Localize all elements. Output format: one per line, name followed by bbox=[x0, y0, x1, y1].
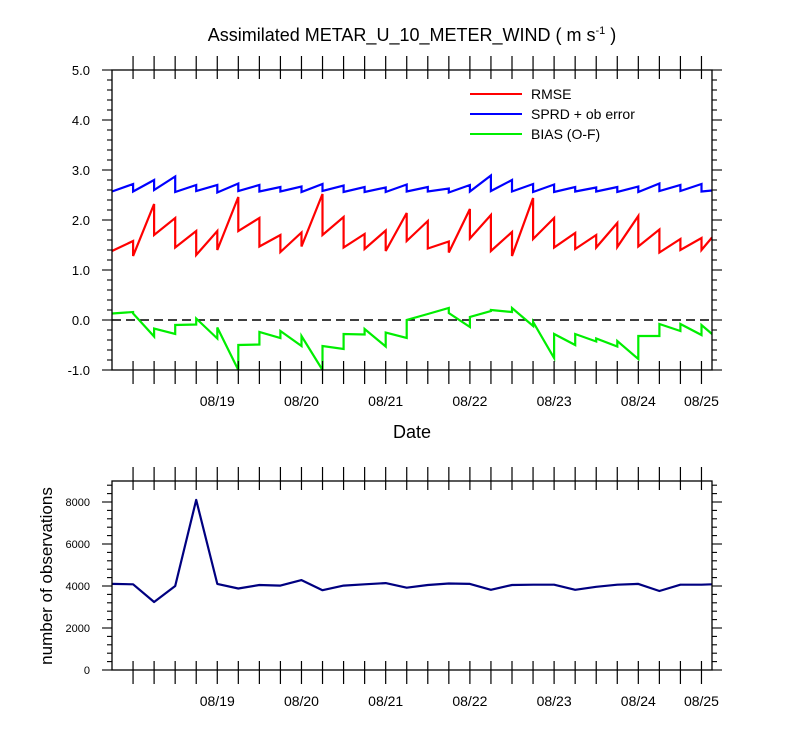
top-x-tick-label: 08/25 bbox=[684, 393, 719, 409]
y-axis-label-observations: number of observations bbox=[37, 487, 56, 665]
top-x-tick-label: 08/19 bbox=[200, 393, 235, 409]
legend-label: SPRD + ob error bbox=[531, 106, 635, 122]
series-line-number-of-observations bbox=[111, 498, 713, 604]
bottom-x-tick-label: 08/25 bbox=[684, 693, 719, 709]
chart-title: Assimilated METAR_U_10_METER_WIND ( m s-… bbox=[208, 25, 617, 46]
bottom-x-tick-label: 08/20 bbox=[284, 693, 319, 709]
bottom-x-tick-label: 08/23 bbox=[537, 693, 572, 709]
bottom-y-tick-label: 0 bbox=[84, 665, 90, 677]
series-line-bias-o-f bbox=[112, 305, 712, 370]
top-y-tick-label: 2.0 bbox=[72, 213, 90, 228]
bottom-x-tick-label: 08/24 bbox=[621, 693, 656, 709]
top-y-tick-label: 3.0 bbox=[72, 163, 90, 178]
bottom-y-tick-label: 4000 bbox=[66, 581, 90, 593]
top-y-tick-label: 1.0 bbox=[72, 263, 90, 278]
bottom-y-tick-label: 6000 bbox=[66, 539, 90, 551]
top-chart-panel: Assimilated METAR_U_10_METER_WIND ( m s-… bbox=[68, 25, 722, 442]
bottom-chart-panel: 0 2000 4000 6000 8000 08/19 08/20 08/21 08/22 08… bbox=[37, 467, 722, 709]
top-y-tick-label: -1.0 bbox=[68, 363, 90, 378]
series-line-rmse bbox=[112, 193, 712, 258]
bottom-x-tick-label: 08/21 bbox=[368, 693, 403, 709]
bottom-x-tick-label: 08/22 bbox=[452, 693, 487, 709]
legend-label: RMSE bbox=[531, 86, 571, 102]
top-x-tick-label: 08/21 bbox=[368, 393, 403, 409]
top-x-tick-label: 08/22 bbox=[452, 393, 487, 409]
top-y-tick-label: 5.0 bbox=[72, 63, 90, 78]
bottom-plot-frame bbox=[111, 480, 713, 671]
top-x-tick-label: 08/24 bbox=[621, 393, 656, 409]
bottom-y-tick-label: 2000 bbox=[66, 623, 90, 635]
bottom-x-tick-label: 08/19 bbox=[200, 693, 235, 709]
top-y-tick-label: 4.0 bbox=[72, 113, 90, 128]
legend-label: BIAS (O-F) bbox=[531, 126, 600, 142]
legend: RMSE SPRD + ob error BIAS (O-F) bbox=[470, 86, 635, 142]
top-x-tick-label: 08/20 bbox=[284, 393, 319, 409]
x-axis-label: Date bbox=[393, 422, 431, 442]
top-y-tick-label: 0.0 bbox=[72, 313, 90, 328]
series-line-sprd-ob-error bbox=[112, 173, 712, 195]
bottom-y-tick-label: 8000 bbox=[66, 497, 90, 509]
top-x-tick-label: 08/23 bbox=[537, 393, 572, 409]
